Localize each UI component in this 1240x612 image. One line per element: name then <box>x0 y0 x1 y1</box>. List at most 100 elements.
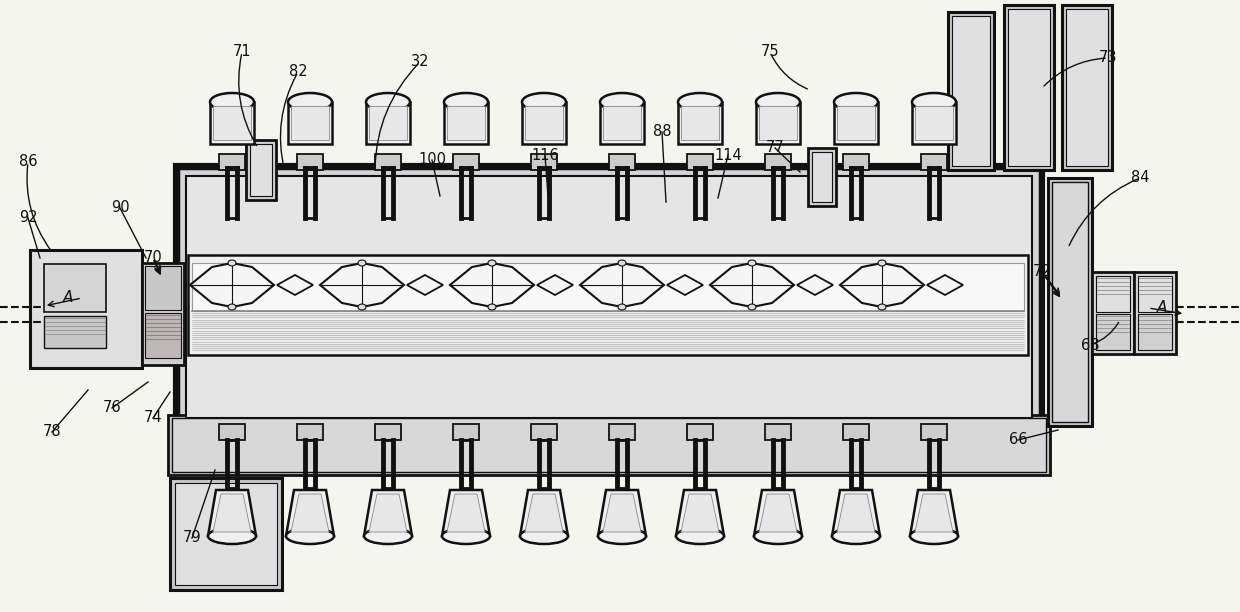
Text: 74: 74 <box>144 411 162 425</box>
Bar <box>1048 178 1092 426</box>
Text: 78: 78 <box>42 425 61 439</box>
Ellipse shape <box>618 260 626 266</box>
Ellipse shape <box>366 93 410 111</box>
Polygon shape <box>320 263 404 307</box>
Ellipse shape <box>676 528 724 544</box>
Ellipse shape <box>365 528 412 544</box>
Ellipse shape <box>208 528 255 544</box>
Bar <box>374 424 401 440</box>
Bar <box>759 106 797 140</box>
Bar <box>756 102 800 144</box>
Bar <box>219 424 246 440</box>
Text: 88: 88 <box>652 124 671 140</box>
Text: 68: 68 <box>1081 337 1099 353</box>
Ellipse shape <box>286 528 334 544</box>
Bar <box>175 165 1043 429</box>
Polygon shape <box>213 494 250 532</box>
Text: 82: 82 <box>289 64 308 80</box>
Text: 114: 114 <box>714 147 742 163</box>
Polygon shape <box>407 275 443 295</box>
Text: 76: 76 <box>103 400 122 416</box>
Polygon shape <box>580 263 663 307</box>
Bar <box>167 415 1050 475</box>
Bar <box>812 152 832 202</box>
Bar <box>288 102 332 144</box>
Ellipse shape <box>358 260 366 266</box>
Bar <box>1096 314 1130 350</box>
Bar <box>188 255 1028 355</box>
Ellipse shape <box>678 93 722 111</box>
Polygon shape <box>446 494 485 532</box>
Text: 100: 100 <box>418 152 446 168</box>
Ellipse shape <box>489 260 496 266</box>
Polygon shape <box>190 263 274 307</box>
Ellipse shape <box>598 528 646 544</box>
Text: 71: 71 <box>233 45 252 59</box>
Bar <box>145 313 181 358</box>
Ellipse shape <box>520 528 568 544</box>
Polygon shape <box>370 494 407 532</box>
Bar <box>179 168 1040 426</box>
Bar <box>603 106 641 140</box>
Bar <box>837 106 875 140</box>
Bar <box>1061 5 1112 170</box>
Bar <box>765 154 791 170</box>
Ellipse shape <box>210 93 254 111</box>
Polygon shape <box>208 490 255 536</box>
Ellipse shape <box>600 93 644 111</box>
Bar <box>366 102 410 144</box>
Bar <box>765 424 791 440</box>
Bar <box>678 102 722 144</box>
Polygon shape <box>839 263 924 307</box>
Polygon shape <box>598 490 646 536</box>
Bar <box>1052 182 1087 422</box>
Bar <box>525 106 563 140</box>
Bar <box>921 424 947 440</box>
Bar <box>374 154 401 170</box>
Bar <box>1135 272 1176 354</box>
Bar <box>453 154 479 170</box>
Ellipse shape <box>444 93 489 111</box>
Bar <box>453 424 479 440</box>
Bar <box>370 106 407 140</box>
Text: 70: 70 <box>144 250 162 266</box>
Bar <box>444 102 489 144</box>
Bar <box>446 106 485 140</box>
Bar <box>250 144 272 196</box>
Ellipse shape <box>489 304 496 310</box>
Bar <box>170 478 281 590</box>
Bar <box>298 154 322 170</box>
Text: 32: 32 <box>410 54 429 70</box>
Bar <box>192 263 1024 311</box>
Bar <box>915 106 954 140</box>
Bar <box>687 154 713 170</box>
Bar <box>843 424 869 440</box>
Polygon shape <box>910 490 959 536</box>
Ellipse shape <box>228 304 236 310</box>
Bar <box>808 148 836 206</box>
Text: 92: 92 <box>19 211 37 225</box>
Polygon shape <box>603 494 641 532</box>
Text: 86: 86 <box>19 154 37 170</box>
Ellipse shape <box>754 528 802 544</box>
Bar <box>298 424 322 440</box>
Bar <box>1138 276 1172 312</box>
Polygon shape <box>832 490 880 536</box>
Text: 84: 84 <box>1131 171 1149 185</box>
Bar <box>1004 5 1054 170</box>
Bar <box>43 316 105 348</box>
Ellipse shape <box>288 93 332 111</box>
Polygon shape <box>928 275 963 295</box>
Bar <box>949 12 994 170</box>
Polygon shape <box>441 490 490 536</box>
Ellipse shape <box>756 93 800 111</box>
Bar <box>1138 314 1172 350</box>
Polygon shape <box>365 490 412 536</box>
Bar <box>921 154 947 170</box>
Polygon shape <box>837 494 875 532</box>
Bar <box>609 424 635 440</box>
Polygon shape <box>711 263 794 307</box>
Text: A: A <box>1157 300 1167 316</box>
Bar <box>531 154 557 170</box>
Polygon shape <box>291 494 329 532</box>
